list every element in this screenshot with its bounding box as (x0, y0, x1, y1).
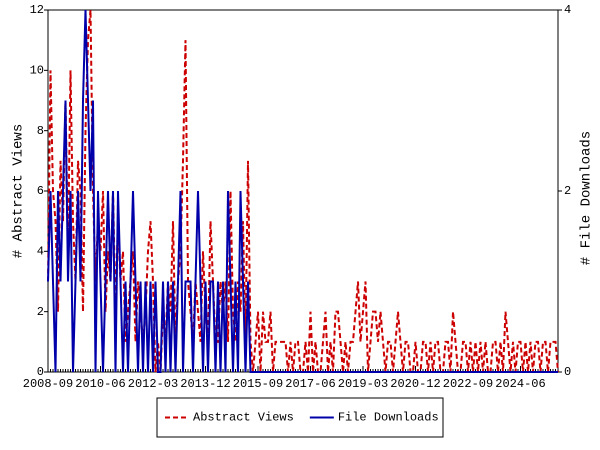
y2-tick-label: 0 (564, 365, 571, 379)
y2-axis-title: # File Downloads (579, 131, 595, 265)
y-tick-label: 2 (37, 305, 44, 319)
y2-tick-label: 2 (564, 184, 571, 198)
y2-tick-label: 4 (564, 3, 571, 17)
y-tick-label: 10 (30, 64, 44, 78)
x-tick-label: 2024-06 (495, 377, 545, 391)
y-tick-label: 8 (37, 124, 44, 138)
x-tick-label: 2019-03 (338, 377, 388, 391)
legend-label: Abstract Views (193, 411, 294, 425)
x-tick-label: 2015-09 (233, 377, 283, 391)
legend-box (156, 397, 444, 438)
y-tick-label: 4 (37, 245, 44, 259)
y-tick-label: 12 (30, 3, 44, 17)
x-tick-label: 2020-12 (390, 377, 440, 391)
y-tick-label: 6 (37, 184, 44, 198)
x-tick-label: 2012-03 (128, 377, 178, 391)
legend-label: File Downloads (338, 411, 439, 425)
x-tick-label: 2017-06 (285, 377, 335, 391)
y-axis-title: # Abstract Views (11, 124, 27, 258)
y-tick-label: 0 (37, 365, 44, 379)
x-tick-label: 2010-06 (75, 377, 125, 391)
x-tick-label: 2013-12 (180, 377, 230, 391)
series-line (47, 9, 558, 373)
x-tick-label: 2022-09 (443, 377, 493, 391)
x-tick-label: 2008-09 (23, 377, 73, 391)
